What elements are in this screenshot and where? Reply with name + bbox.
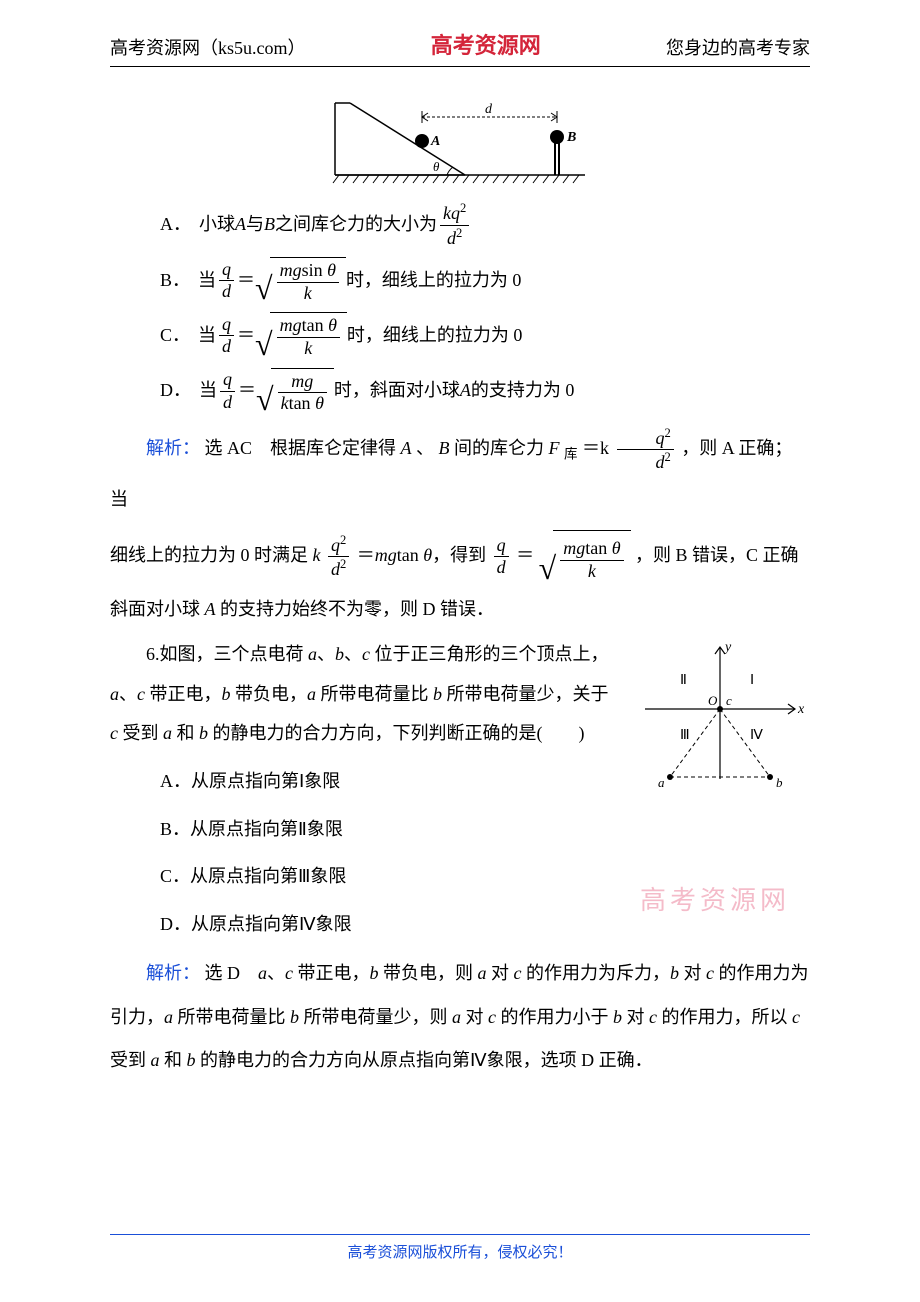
svg-text:Ⅳ: Ⅳ: [750, 728, 763, 743]
analysis-label: 解析：: [146, 963, 200, 983]
svg-text:y: y: [723, 640, 732, 655]
text: 的支持力为 0: [471, 371, 575, 411]
option-label: A．: [160, 205, 191, 245]
figure-incline: θ A B d: [325, 97, 595, 187]
fraction: q d: [494, 535, 509, 579]
analysis-6: 解析： 选 D a、c 带正电，b 带负电，则 a 对 c 的作用力为斥力，b …: [110, 952, 810, 1082]
option-5a: A． 小球 A 与 B 之间库仑力的大小为 kq2 d2: [160, 201, 810, 249]
page-header: 高考资源网（ks5u.com） 高考资源网 您身边的高考专家: [110, 0, 810, 67]
analysis-5: 解析： 选 AC 根据库仑定律得 A 、 B 间的库仑力 F 库 ＝k q2 d…: [110, 423, 810, 524]
fraction: q d: [220, 369, 235, 413]
analysis-label: 解析：: [146, 438, 200, 458]
fraction: q d: [219, 314, 234, 358]
label-theta: θ: [433, 159, 440, 174]
text: 时，斜面对小球: [334, 371, 460, 411]
analysis-5-line3: 斜面对小球 A 的支持力始终不为零，则 D 错误．: [110, 590, 810, 630]
fraction: q d: [219, 259, 234, 303]
option-label: B．: [160, 261, 190, 301]
eq: ＝: [238, 371, 256, 411]
text: 选 AC 根据库仑定律得: [205, 438, 401, 458]
fraction: q2 d2: [617, 426, 674, 474]
sqrt: √ mg ktan θ: [256, 368, 334, 415]
text: 小球: [199, 205, 235, 245]
text: 当: [198, 316, 216, 356]
eq: ＝: [237, 316, 255, 356]
text: 之间库仑力的大小为: [275, 205, 437, 245]
sqrt: √ mgtan θ k: [255, 312, 347, 359]
svg-text:Ⅰ: Ⅰ: [750, 673, 754, 688]
label-A: A: [430, 134, 440, 149]
svg-text:x: x: [797, 702, 805, 717]
watermark: 高考资源网: [640, 880, 790, 917]
svg-text:b: b: [776, 775, 783, 790]
option-5d: D． 当 q d ＝ √ mg ktan θ 时，斜面对小球 A 的支持力为 0: [160, 368, 810, 415]
text: 时，细线上的拉力为 0: [346, 261, 522, 301]
fraction: q2 d2: [328, 533, 349, 581]
header-right: 您身边的高考专家: [666, 34, 810, 60]
text: 当: [198, 261, 216, 301]
eq: ＝: [237, 261, 255, 301]
header-left: 高考资源网（ks5u.com）: [110, 34, 306, 60]
svg-text:O: O: [708, 693, 718, 708]
text: 与: [246, 205, 264, 245]
footer-text: 高考资源网版权所有，侵权必究！: [347, 1245, 572, 1261]
svg-text:a: a: [658, 775, 665, 790]
figure-quadrants: x y O Ⅰ Ⅱ Ⅲ Ⅳ c a b: [630, 639, 810, 799]
page-footer: 高考资源网版权所有，侵权必究！: [0, 1234, 920, 1262]
q6-stem: 6.如图，三个点电荷 a、b、c 位于正三角形的三个顶点上，a、c 带正电，b …: [110, 635, 610, 754]
label-B: B: [566, 130, 576, 145]
var-a: A: [235, 205, 246, 245]
svg-text:Ⅱ: Ⅱ: [680, 673, 687, 688]
var-a: A: [460, 371, 471, 411]
var-b: B: [264, 205, 275, 245]
option-label: C．: [160, 316, 190, 356]
fraction: kq2 d2: [440, 201, 469, 249]
sqrt: √ mgtan θ k: [539, 530, 631, 583]
svg-text:Ⅲ: Ⅲ: [680, 728, 690, 743]
option-5b: B． 当 q d ＝ √ mgsin θ k 时，细线上的拉力为 0: [160, 257, 810, 304]
sqrt: √ mgsin θ k: [255, 257, 346, 304]
analysis-5-line2: 细线上的拉力为 0 时满足 k q2 d2 ＝mgtan θ，得到 q d ＝ …: [110, 530, 810, 584]
option-6b: B．从原点指向第Ⅱ象限: [160, 810, 810, 850]
text: 时，细线上的拉力为 0: [347, 316, 523, 356]
text: 当: [199, 371, 217, 411]
option-5c: C． 当 q d ＝ √ mgtan θ k 时，细线上的拉力为 0: [160, 312, 810, 359]
svg-text:c: c: [726, 693, 732, 708]
label-d: d: [485, 102, 493, 117]
header-center-logo: 高考资源网: [431, 28, 541, 60]
content-area: θ A B d A． 小球 A 与 B 之间库仑力的大小为 kq2 d2 B． …: [0, 67, 920, 1102]
option-label: D．: [160, 371, 191, 411]
